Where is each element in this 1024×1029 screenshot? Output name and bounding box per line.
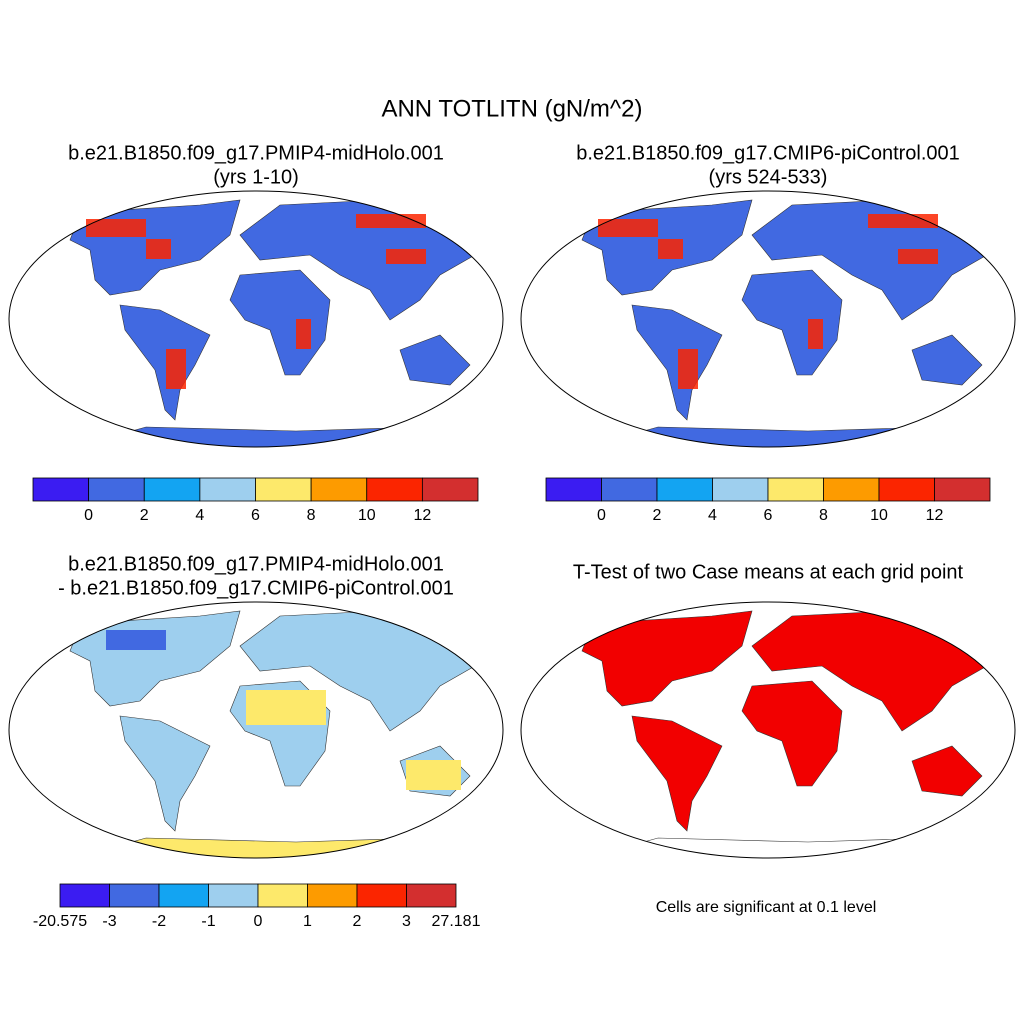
colorbar-box [712,477,769,502]
map-outline [8,601,504,859]
high-litter-region [868,214,938,228]
colorbar-tick-label: 2 [353,913,362,930]
antarctica [608,838,968,870]
map [520,190,1016,459]
negative-region [106,630,166,650]
colorbar-box [255,477,312,502]
map [8,190,504,459]
antarctica [96,838,456,870]
colorbar-tick-label: 1 [303,913,312,930]
colorbar-box [656,477,713,502]
colorbar-tick-label: 4 [195,507,204,524]
colorbar-box [59,883,110,908]
map-outline [8,190,504,448]
figure-title: ANN TOTLITN (gN/m^2) [381,95,642,122]
colorbar-tick-label: -2 [152,913,166,930]
colorbar-box [310,477,368,502]
panel-title: - b.e21.B1850.f09_g17.CMIP6-piControl.00… [58,577,454,599]
colorbar-tick-label: 6 [764,507,773,524]
colorbar-tick-label: 12 [926,507,944,524]
colorbar-box [823,477,880,502]
colorbar-tick-label: 2 [140,507,149,524]
colorbar-tick-label: 6 [251,507,260,524]
panel-title: (yrs 524-533) [709,166,828,188]
colorbar-box [32,477,90,502]
colorbar-box [208,883,259,908]
colorbar-box [934,477,991,502]
map-outline [520,601,1016,859]
colorbar-box [199,477,256,502]
antarctica [96,427,456,459]
map [520,601,1016,870]
colorbar-box [257,883,308,908]
colorbar-tick-label: 12 [413,507,431,524]
colorbar-tick-label: 0 [254,913,263,930]
positive-region [406,760,461,790]
panel-title: (yrs 1-10) [213,166,299,188]
colorbar-box [601,477,658,502]
panel-note: Cells are significant at 0.1 level [656,899,877,916]
colorbar-tick-label: -3 [102,913,116,930]
colorbar-tick-label: 8 [307,507,316,524]
colorbar-box [109,883,160,908]
colorbar-box [767,477,824,502]
colorbar-box [421,477,479,502]
map [8,601,504,870]
positive-region [246,690,326,725]
high-litter-region [296,319,311,349]
colorbar-tick-label: 10 [870,507,888,524]
colorbar-box [307,883,358,908]
colorbar-tick-label: -1 [201,913,215,930]
colorbar-box [545,477,602,502]
antarctica [608,427,968,459]
colorbar-tick-label: 8 [819,507,828,524]
high-litter-region [146,239,171,259]
colorbar-box [406,883,457,908]
high-litter-region [356,214,426,228]
panel-title: b.e21.B1850.f09_g17.CMIP6-piControl.001 [576,142,960,164]
high-litter-region [86,219,146,237]
colorbar-box [143,477,201,502]
colorbar-box [158,883,209,908]
high-litter-region [658,239,683,259]
panel-title: T-Test of two Case means at each grid po… [573,561,964,583]
high-litter-region [898,249,938,264]
colorbar-box [88,477,145,502]
high-litter-region [166,349,186,389]
colorbar-tick-label: 0 [84,507,93,524]
colorbar-box [356,883,407,908]
colorbar-tick-label: 4 [708,507,717,524]
high-litter-region [678,349,698,389]
map-outline [520,190,1016,448]
panel-title: b.e21.B1850.f09_g17.PMIP4-midHolo.001 [68,553,444,575]
high-litter-region [598,219,658,237]
colorbar-tick-label: 10 [358,507,376,524]
colorbar-tick-label: 2 [653,507,662,524]
colorbar-tick-label: 3 [402,913,411,930]
colorbar-tick-label: 27.181 [432,913,481,930]
land [582,611,987,831]
colorbar-box [878,477,935,502]
high-litter-region [386,249,426,264]
colorbar-box [366,477,423,502]
panel-title: b.e21.B1850.f09_g17.PMIP4-midHolo.001 [68,142,444,164]
high-litter-region [808,319,823,349]
colorbar-tick-label: 0 [597,507,606,524]
colorbar-tick-label: -20.575 [33,913,87,930]
